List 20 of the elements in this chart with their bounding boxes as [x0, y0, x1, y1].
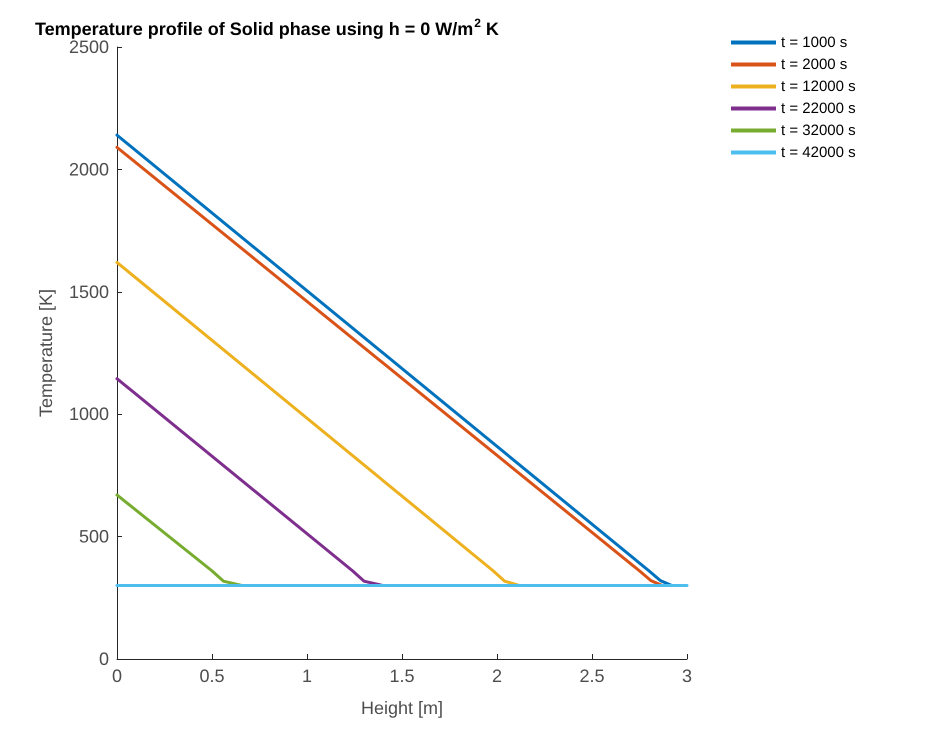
- x-tick-label: 2.5: [579, 666, 605, 686]
- legend-label: t = 32000 s: [781, 122, 856, 139]
- x-tick-label: 3: [682, 666, 692, 686]
- x-tick-label: 1.5: [389, 666, 415, 686]
- x-tick-label: 2: [492, 666, 502, 686]
- y-tick-label: 1000: [68, 404, 109, 424]
- y-tick-label: 0: [98, 649, 109, 669]
- legend-label: t = 2000 s: [781, 56, 848, 73]
- y-axis-title: Temperature [K]: [36, 288, 56, 418]
- x-axis-title: Height [m]: [360, 698, 444, 718]
- x-tick-label: 0: [112, 666, 122, 686]
- y-tick-label: 2000: [68, 159, 109, 180]
- y-tick-label: 500: [78, 526, 109, 547]
- x-tick-label: 1: [302, 666, 312, 686]
- legend-label: t = 12000 s: [781, 78, 856, 95]
- x-tick-label: 0.5: [199, 666, 225, 686]
- legend-label: t = 42000 s: [781, 144, 856, 161]
- legend-label: t = 22000 s: [781, 100, 856, 117]
- y-tick-label: 1500: [68, 282, 109, 302]
- legend-label: t = 1000 s: [781, 34, 848, 51]
